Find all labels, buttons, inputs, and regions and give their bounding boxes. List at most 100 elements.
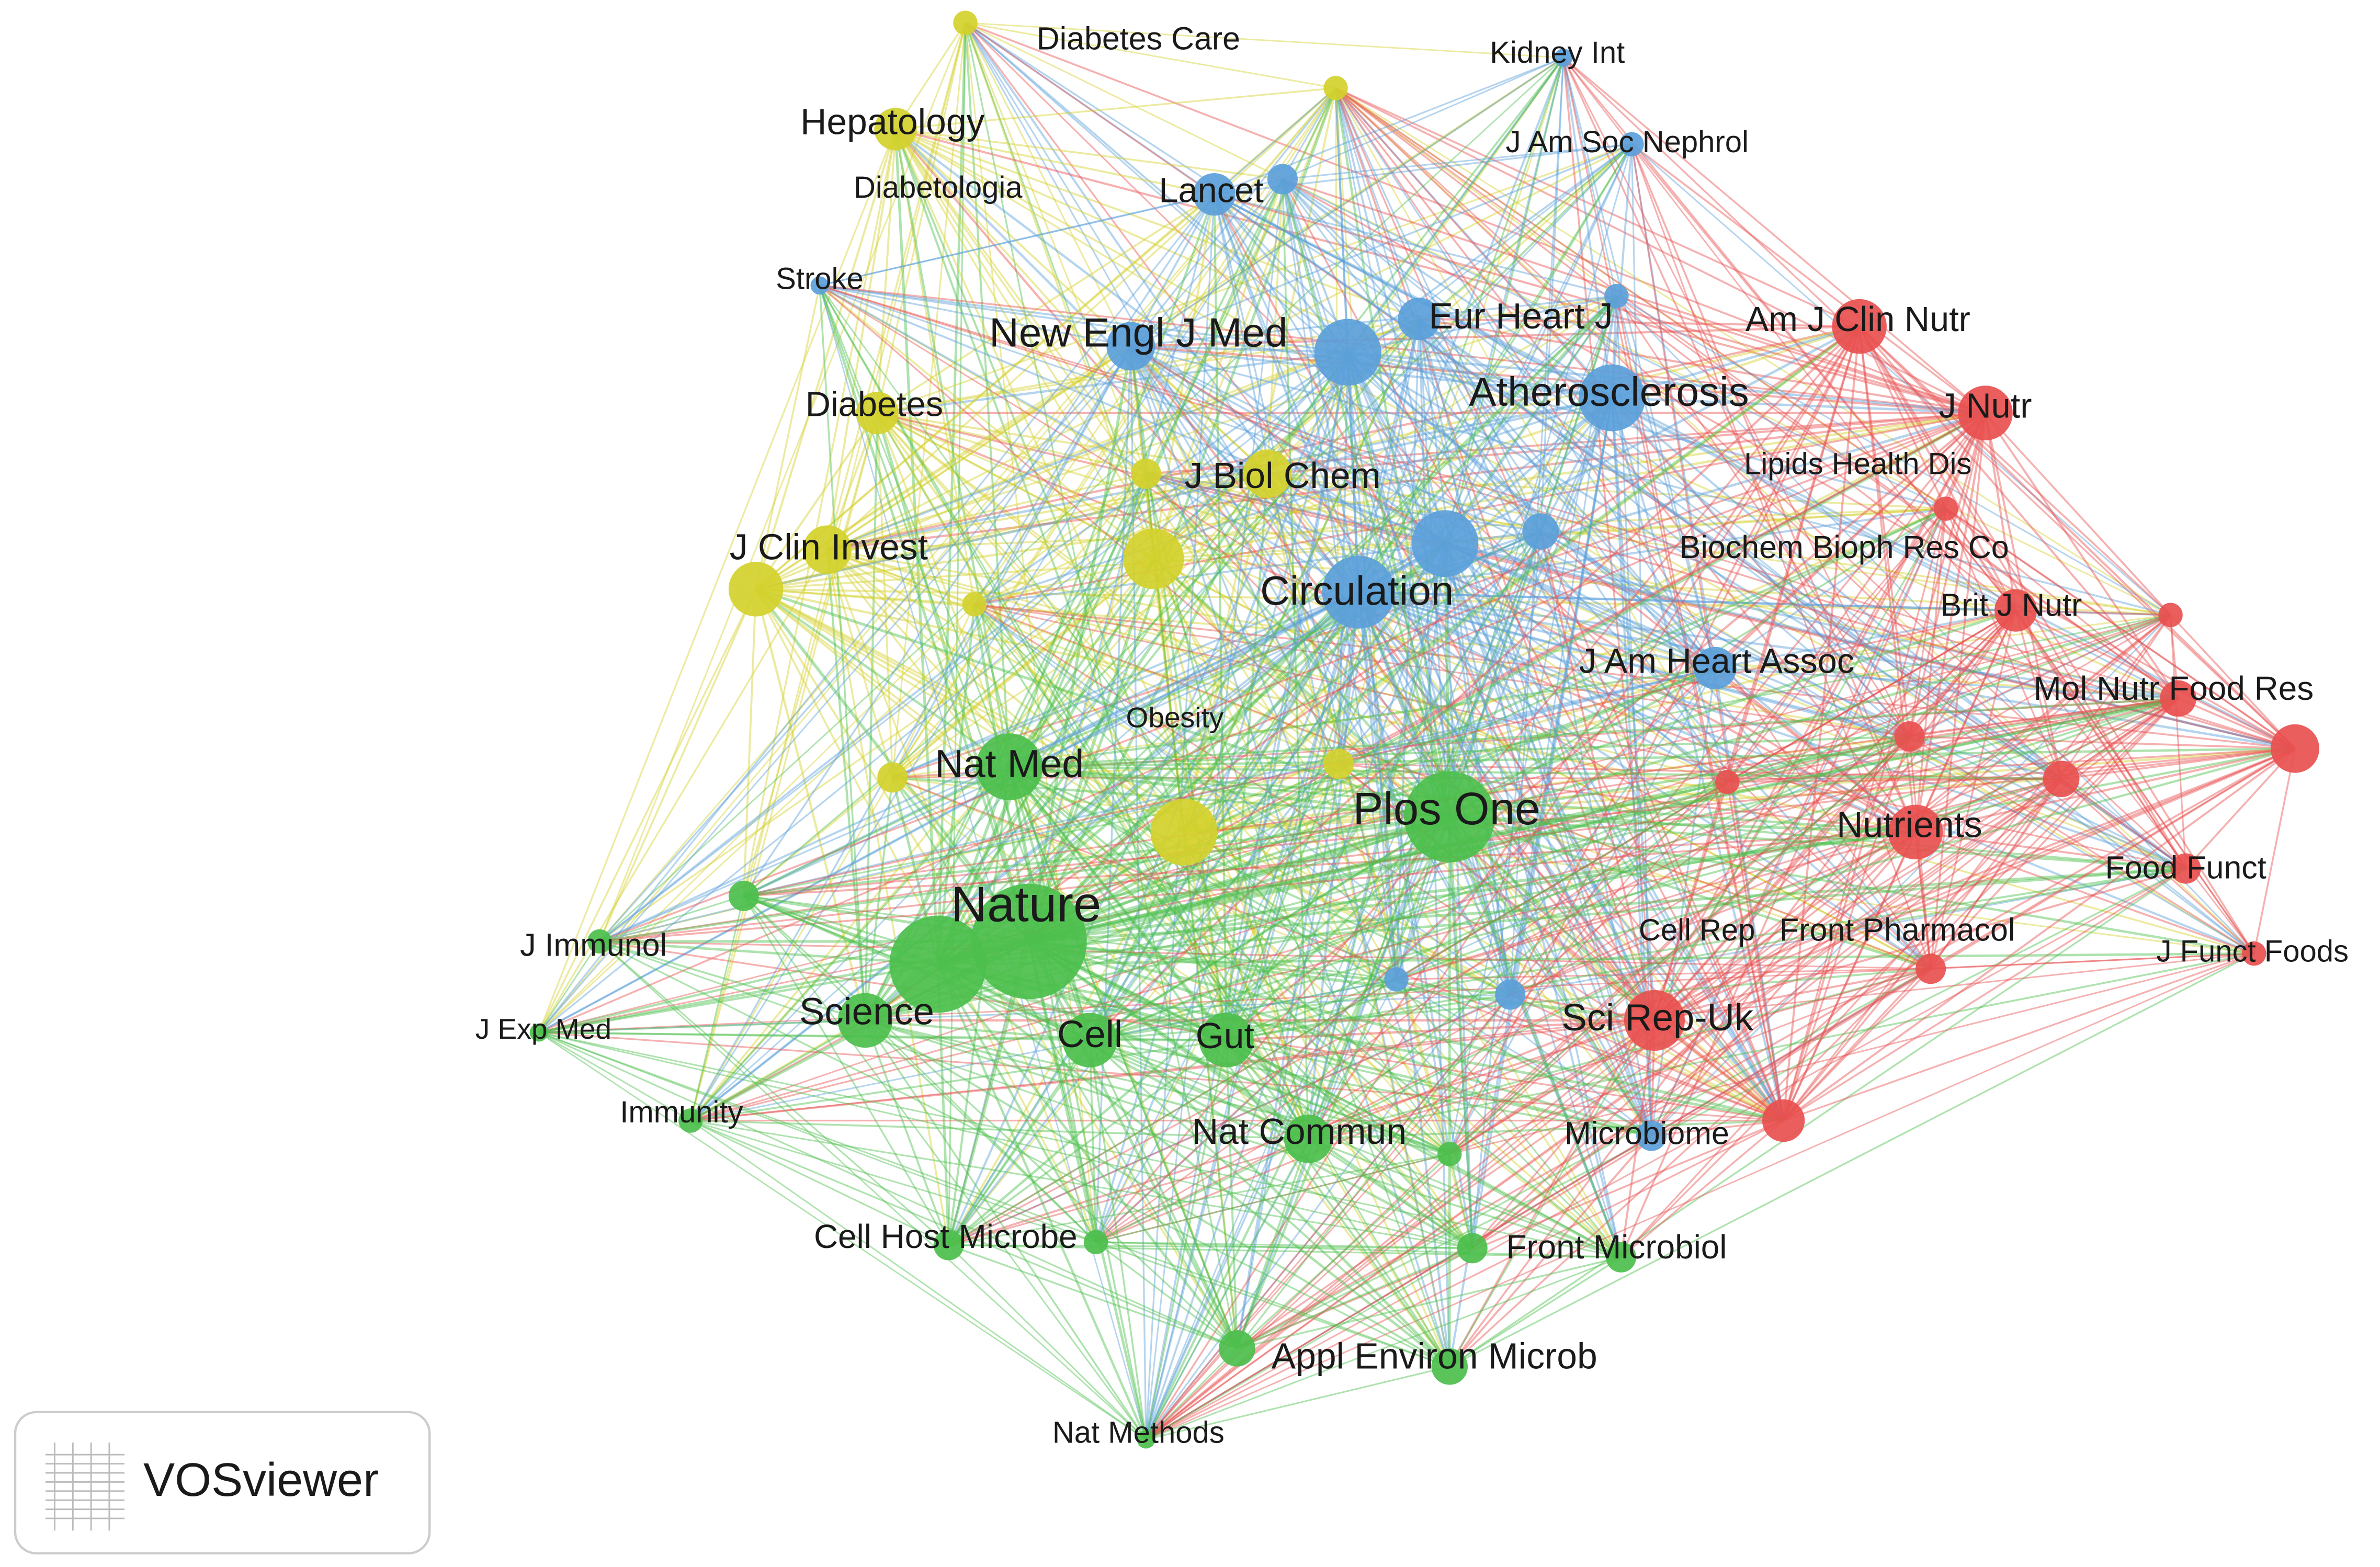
edge <box>877 143 1632 414</box>
edge <box>1282 178 1946 509</box>
edge <box>1338 763 1398 980</box>
edge <box>895 128 1215 196</box>
edge <box>964 22 1238 1349</box>
edge <box>2015 610 2187 869</box>
edge <box>948 1039 1227 1246</box>
edge <box>891 346 1132 778</box>
edge <box>539 952 2254 1034</box>
edge <box>1714 412 1986 669</box>
edge <box>947 592 1359 1246</box>
edge <box>2060 778 2186 869</box>
node-label: Am J Clin Nutr <box>1746 300 1970 339</box>
edge <box>826 549 1340 765</box>
nodes <box>529 10 2319 1449</box>
edge <box>1308 1119 1784 1140</box>
edge <box>1449 698 2179 1368</box>
edge <box>1130 346 1451 1367</box>
edge <box>1339 763 2061 780</box>
edge <box>1213 194 1652 1137</box>
edge <box>1130 345 1446 545</box>
edge <box>1145 508 1947 1440</box>
edge <box>1357 592 1474 1248</box>
edge <box>1631 143 2171 616</box>
edge <box>1396 979 1652 1137</box>
edge <box>1183 832 1228 1041</box>
edge <box>826 549 1450 1367</box>
edge <box>1510 868 2186 996</box>
node <box>856 392 899 435</box>
edge <box>1090 1039 1652 1137</box>
node-label: Nat Med <box>935 742 1084 786</box>
edge <box>1096 1241 1472 1249</box>
edge <box>894 128 1268 475</box>
node <box>1314 319 1381 386</box>
edge <box>1449 1256 1622 1368</box>
node-label: Brit J Nutr <box>1940 587 2082 622</box>
edge <box>1089 697 2179 1041</box>
edge <box>1008 766 1097 1243</box>
edge <box>1449 968 1931 1155</box>
edge <box>1282 143 1632 180</box>
edge <box>1146 473 2186 870</box>
node <box>1916 953 1946 984</box>
edge <box>1226 735 1910 1041</box>
edge <box>755 588 1185 833</box>
edge <box>1282 178 1420 320</box>
node <box>1888 804 1943 860</box>
edge <box>819 284 1348 354</box>
edge <box>538 473 1147 1034</box>
edge <box>2061 747 2295 780</box>
edge <box>1445 542 2179 700</box>
edge <box>1448 815 1656 1021</box>
edge <box>1236 697 2179 1349</box>
edge <box>891 178 1284 778</box>
edge <box>1008 766 1228 1041</box>
edge <box>865 1019 1450 1368</box>
edge <box>1152 351 1349 560</box>
edge <box>1308 1138 1622 1258</box>
edge <box>1418 319 1622 1258</box>
edge <box>1027 558 1155 942</box>
edge <box>1183 507 1946 833</box>
edge <box>1089 1040 1097 1242</box>
edge <box>755 588 1511 996</box>
edge <box>1449 815 1931 970</box>
edge <box>1266 143 1633 475</box>
edge <box>1028 815 1450 944</box>
edge <box>1727 508 1947 783</box>
edge <box>1346 351 1656 1021</box>
edge <box>599 940 866 1021</box>
edge <box>965 22 1542 532</box>
edge <box>1130 345 2171 616</box>
edge <box>1225 1040 1238 1349</box>
node-label: Front Microbiol <box>1506 1228 1727 1266</box>
edge <box>1612 396 1986 414</box>
edge <box>1214 193 1986 414</box>
edge <box>1145 473 1652 1137</box>
edge <box>1184 735 1910 833</box>
edge <box>1308 952 2254 1140</box>
edge <box>743 831 1916 897</box>
node <box>1398 298 1441 340</box>
edge <box>1145 1138 1309 1440</box>
edge <box>1727 614 2171 783</box>
edge <box>876 412 1450 1367</box>
node <box>1219 1330 1255 1367</box>
node <box>1933 496 1958 521</box>
edge <box>1616 296 1910 737</box>
edge <box>690 1039 1227 1122</box>
edge <box>1145 473 1310 1139</box>
node <box>877 762 908 793</box>
node <box>2043 760 2080 798</box>
edge <box>690 1120 1096 1243</box>
edge <box>894 129 1011 767</box>
edge <box>892 776 1397 980</box>
node <box>1150 799 1218 866</box>
edge <box>1444 295 1618 544</box>
edge <box>1357 592 1652 1137</box>
edge <box>1236 816 1451 1349</box>
edge <box>892 697 2179 779</box>
edge <box>1449 778 2062 1155</box>
edge <box>1028 940 1622 1259</box>
